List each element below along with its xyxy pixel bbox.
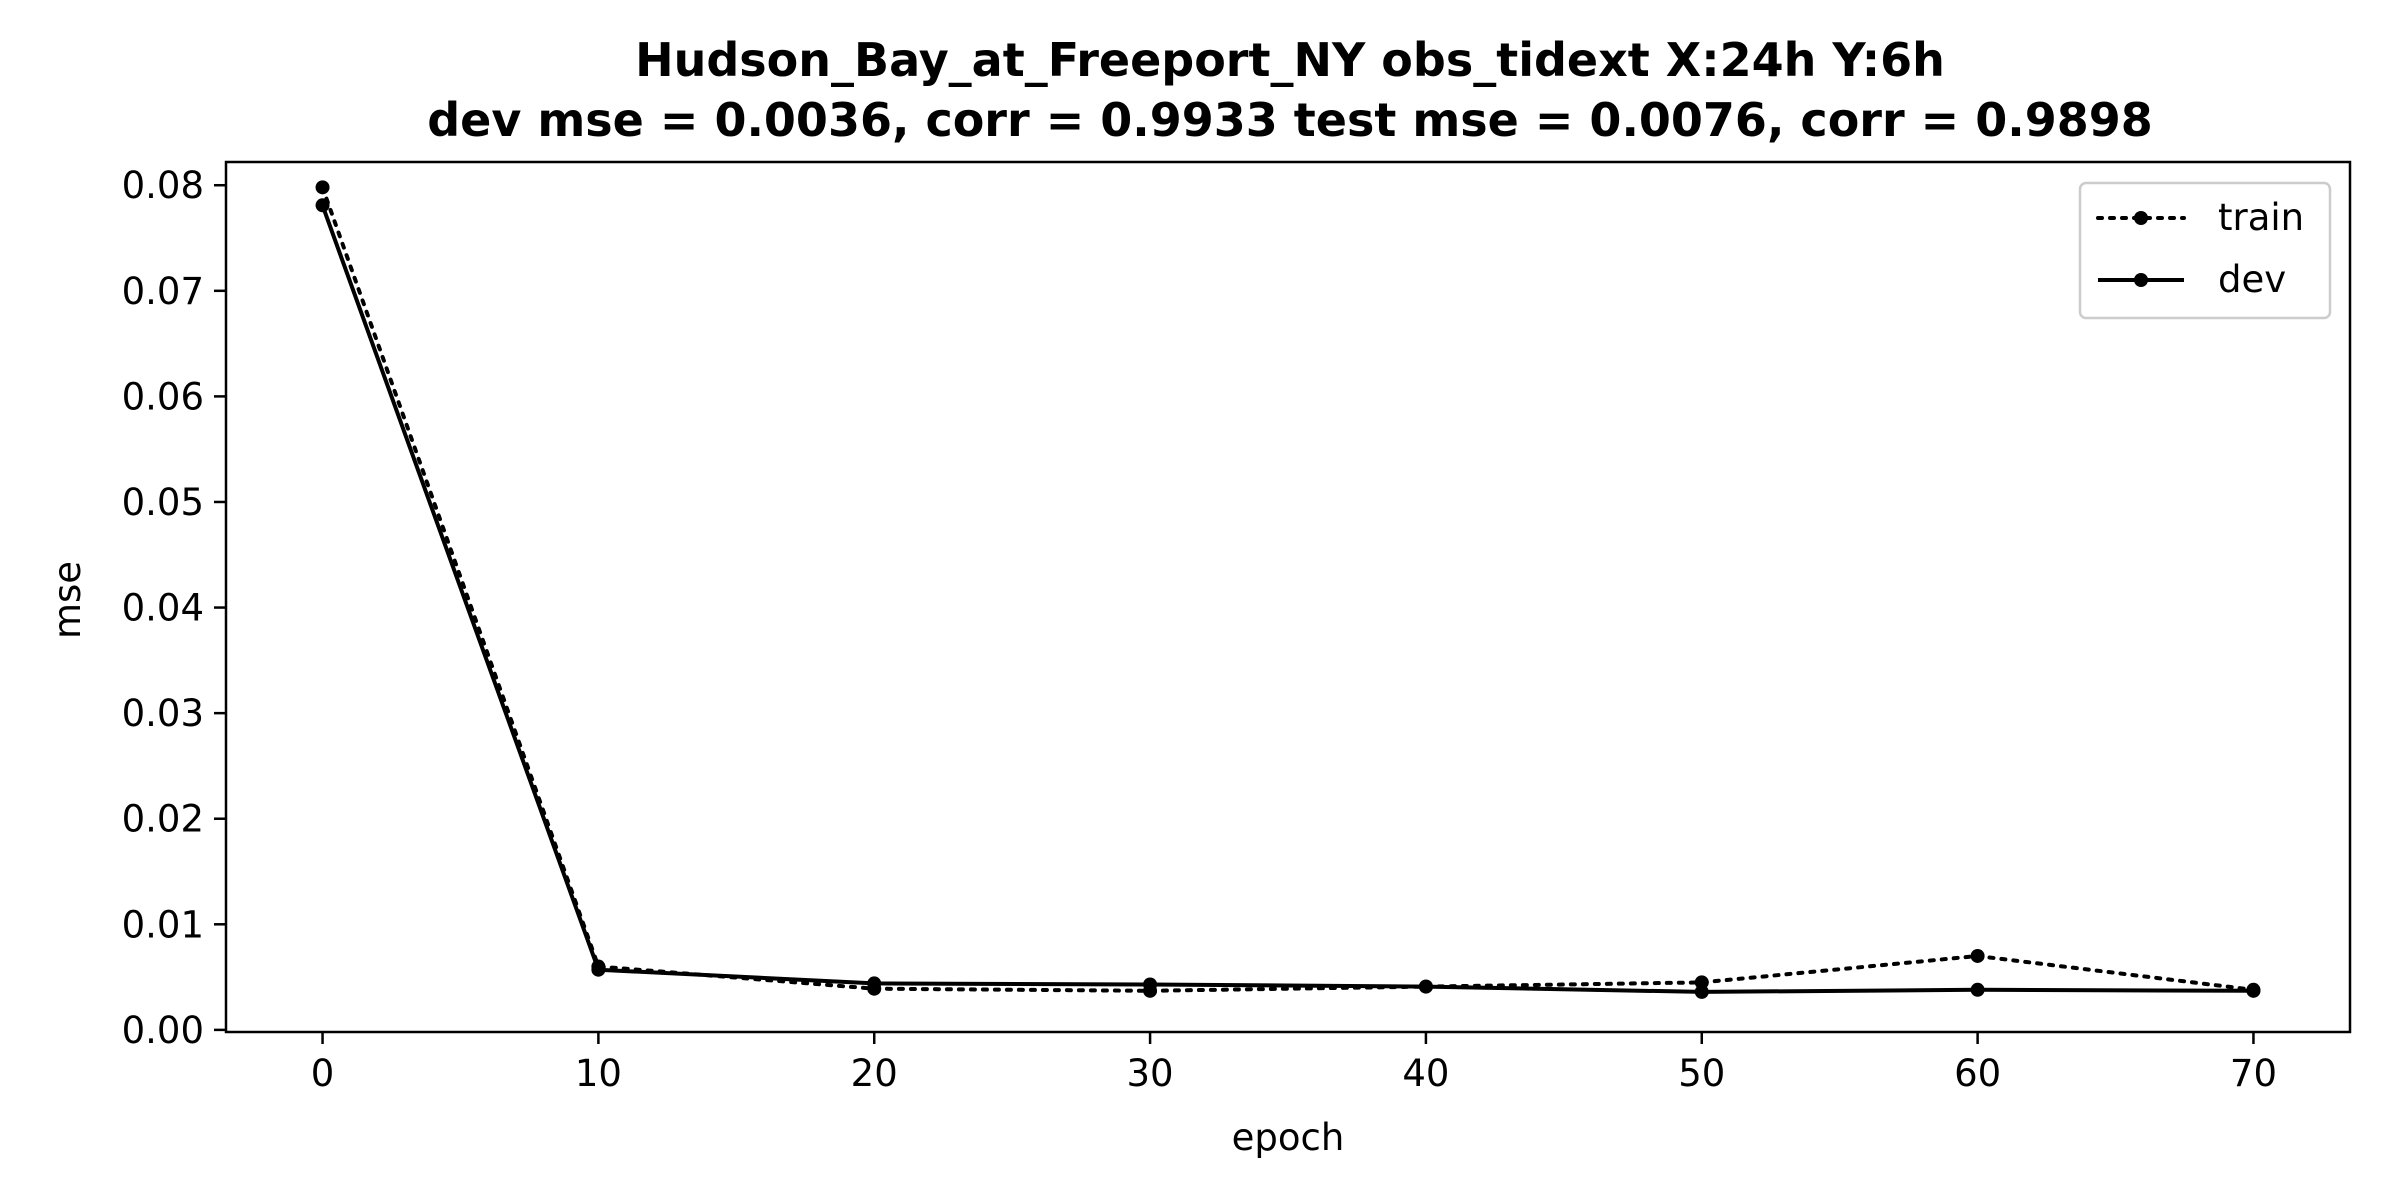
series-dev-point xyxy=(591,962,606,977)
x-tick-label: 50 xyxy=(1678,1052,1725,1095)
legend-train-label: train xyxy=(2218,196,2304,239)
legend-dev-label: dev xyxy=(2218,258,2286,301)
x-axis: 0 10 20 30 40 50 60 70 xyxy=(311,1032,2277,1095)
x-tick-label: 20 xyxy=(851,1052,898,1095)
series-train-point xyxy=(1970,948,1985,963)
y-tick-label: 0.00 xyxy=(122,1009,204,1052)
y-tick-label: 0.07 xyxy=(122,270,204,313)
legend: train dev xyxy=(2078,181,2332,320)
series-dev-line xyxy=(320,203,2256,994)
x-tick-label: 40 xyxy=(1402,1052,1449,1095)
plot-area xyxy=(315,180,2261,999)
series-dev-point xyxy=(315,198,330,213)
legend-dev-marker xyxy=(2134,273,2148,287)
x-tick-label: 0 xyxy=(311,1052,335,1095)
chart-title-line-1: Hudson_Bay_at_Freeport_NY obs_tidext X:2… xyxy=(635,33,1945,87)
series-dev-point xyxy=(1970,982,1985,997)
x-axis-label: epoch xyxy=(1232,1116,1345,1159)
series-dev-point xyxy=(2246,983,2261,998)
y-tick-label: 0.04 xyxy=(122,587,204,630)
x-tick-label: 60 xyxy=(1954,1052,2001,1095)
series-dev-point xyxy=(1694,984,1709,999)
x-tick-label: 30 xyxy=(1127,1052,1174,1095)
legend-train-marker xyxy=(2134,211,2148,225)
y-tick-label: 0.03 xyxy=(122,692,204,735)
series-train-line xyxy=(320,185,2256,993)
x-tick-label: 70 xyxy=(2230,1052,2277,1095)
chart-title-line-2: dev mse = 0.0036, corr = 0.9933 test mse… xyxy=(427,93,2153,147)
series-dev-point xyxy=(1418,979,1433,994)
series-train-point xyxy=(315,180,330,195)
series-dev-point xyxy=(867,976,882,991)
y-axis: 0.00 0.01 0.02 0.03 0.04 0.05 0.06 0.07 0.08 xyxy=(122,164,226,1052)
x-tick-label: 10 xyxy=(575,1052,622,1095)
y-tick-label: 0.02 xyxy=(122,798,204,841)
plot-frame xyxy=(224,160,2352,1034)
y-tick-label: 0.05 xyxy=(122,481,204,524)
y-tick-label: 0.06 xyxy=(122,375,204,418)
y-axis-label: mse xyxy=(46,561,89,639)
series-dev-point xyxy=(1143,977,1158,992)
y-tick-label: 0.01 xyxy=(122,903,204,946)
y-tick-label: 0.08 xyxy=(122,164,204,207)
